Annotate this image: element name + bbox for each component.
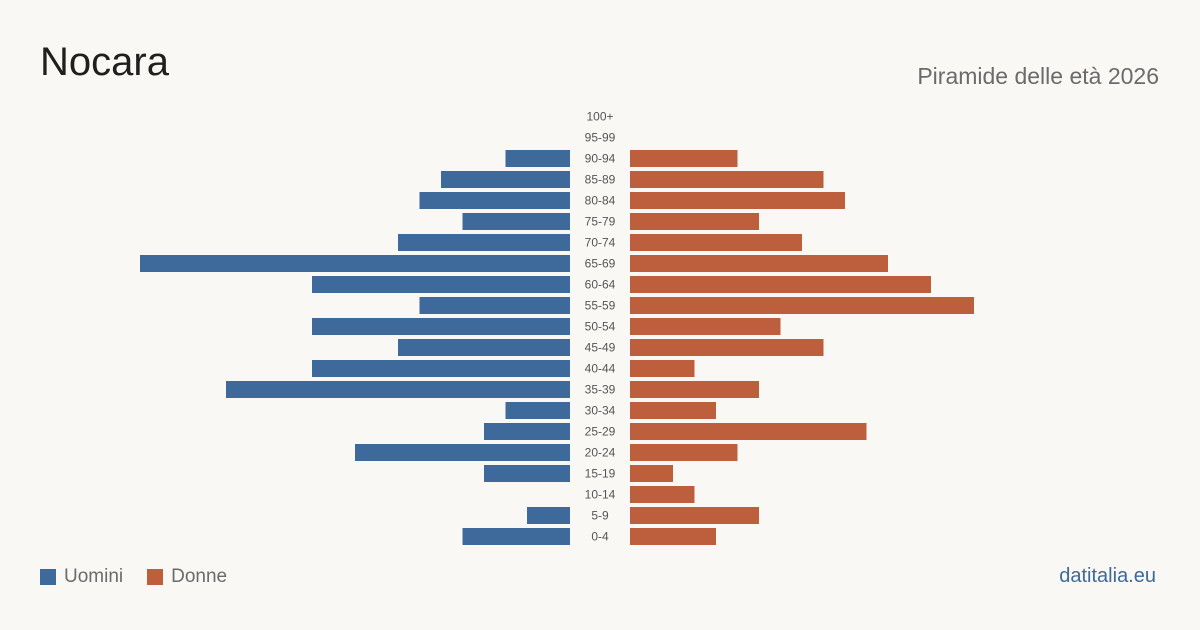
bar-male-35-39 bbox=[226, 381, 570, 398]
age-label-90-94: 90-94 bbox=[585, 152, 616, 166]
age-label-15-19: 15-19 bbox=[585, 467, 616, 481]
bar-female-0-4 bbox=[630, 528, 716, 545]
bar-female-30-34 bbox=[630, 402, 716, 419]
bar-male-20-24 bbox=[355, 444, 570, 461]
bar-female-15-19 bbox=[630, 465, 673, 482]
bar-male-85-89 bbox=[441, 171, 570, 188]
age-label-80-84: 80-84 bbox=[585, 194, 616, 208]
bar-female-5-9 bbox=[630, 507, 759, 524]
legend: Uomini Donne bbox=[40, 566, 227, 588]
bar-female-55-59 bbox=[630, 297, 974, 314]
age-label-55-59: 55-59 bbox=[585, 299, 616, 313]
bar-male-15-19 bbox=[484, 465, 570, 482]
bar-male-60-64 bbox=[312, 276, 570, 293]
legend-item-female: Donne bbox=[147, 566, 227, 588]
bar-female-40-44 bbox=[630, 360, 695, 377]
bar-male-90-94 bbox=[505, 150, 570, 167]
bar-male-45-49 bbox=[398, 339, 570, 356]
bar-female-80-84 bbox=[630, 192, 845, 209]
age-label-30-34: 30-34 bbox=[585, 404, 616, 418]
legend-label-female: Donne bbox=[171, 566, 228, 587]
legend-swatch-male bbox=[40, 569, 56, 585]
bar-male-75-79 bbox=[462, 213, 570, 230]
age-label-95-99: 95-99 bbox=[585, 131, 616, 145]
site-link[interactable]: datitalia.eu bbox=[1059, 565, 1156, 587]
age-label-70-74: 70-74 bbox=[585, 236, 616, 250]
bar-female-70-74 bbox=[630, 234, 802, 251]
age-label-85-89: 85-89 bbox=[585, 173, 616, 187]
bar-male-70-74 bbox=[398, 234, 570, 251]
legend-label-male: Uomini bbox=[64, 566, 124, 587]
age-label-20-24: 20-24 bbox=[585, 446, 616, 460]
age-label-60-64: 60-64 bbox=[585, 278, 616, 292]
age-label-5-9: 5-9 bbox=[591, 509, 609, 523]
bar-female-20-24 bbox=[630, 444, 738, 461]
bar-female-65-69 bbox=[630, 255, 888, 272]
bar-female-25-29 bbox=[630, 423, 867, 440]
bar-female-90-94 bbox=[630, 150, 738, 167]
age-label-100plus: 100+ bbox=[586, 110, 613, 124]
age-label-45-49: 45-49 bbox=[585, 341, 616, 355]
bar-male-80-84 bbox=[419, 192, 570, 209]
page-title: Nocara bbox=[40, 40, 169, 84]
chart-subtitle: Piramide delle età 2026 bbox=[917, 63, 1159, 89]
age-label-75-79: 75-79 bbox=[585, 215, 616, 229]
bar-male-65-69 bbox=[140, 255, 570, 272]
bar-female-45-49 bbox=[630, 339, 824, 356]
bar-female-35-39 bbox=[630, 381, 759, 398]
bar-male-50-54 bbox=[312, 318, 570, 335]
bar-female-50-54 bbox=[630, 318, 781, 335]
legend-swatch-female bbox=[147, 569, 164, 585]
age-label-25-29: 25-29 bbox=[585, 425, 616, 439]
bar-female-10-14 bbox=[630, 486, 695, 503]
age-label-50-54: 50-54 bbox=[585, 320, 616, 334]
legend-item-male: Uomini bbox=[40, 566, 123, 588]
bar-male-55-59 bbox=[419, 297, 570, 314]
bar-male-0-4 bbox=[462, 528, 570, 545]
age-label-65-69: 65-69 bbox=[585, 257, 616, 271]
age-label-35-39: 35-39 bbox=[585, 383, 616, 397]
bar-male-5-9 bbox=[527, 507, 570, 524]
age-label-40-44: 40-44 bbox=[585, 362, 616, 376]
bar-female-75-79 bbox=[630, 213, 759, 230]
age-label-10-14: 10-14 bbox=[585, 488, 616, 502]
bar-male-25-29 bbox=[484, 423, 570, 440]
bar-female-85-89 bbox=[630, 171, 824, 188]
bar-male-40-44 bbox=[312, 360, 570, 377]
bar-female-60-64 bbox=[630, 276, 931, 293]
age-label-0-4: 0-4 bbox=[591, 530, 609, 544]
bar-male-30-34 bbox=[505, 402, 570, 419]
